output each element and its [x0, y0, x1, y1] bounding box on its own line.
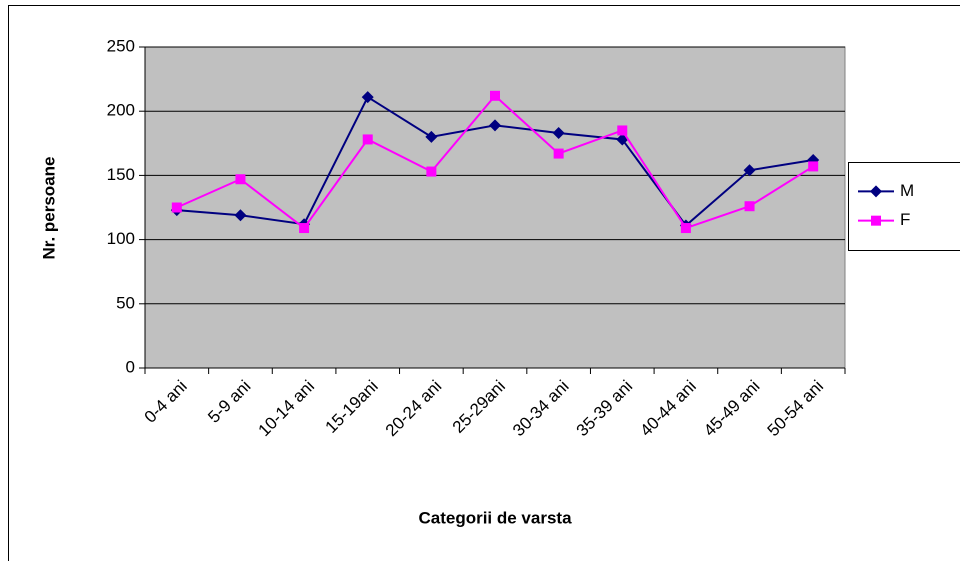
marker: [490, 90, 500, 101]
marker: [744, 201, 755, 212]
marker: [553, 148, 564, 159]
y-tick-label: 100: [107, 229, 135, 248]
x-axis-title: Categorii de varsta: [418, 508, 572, 527]
marker: [489, 119, 501, 132]
marker: [426, 166, 437, 177]
legend-label: F: [900, 210, 910, 229]
y-tick-label: 250: [107, 36, 135, 55]
marker: [871, 215, 881, 226]
marker: [235, 174, 246, 185]
y-tick-label: 150: [107, 165, 135, 184]
marker: [617, 125, 628, 136]
marker: [362, 134, 373, 145]
marker: [299, 223, 310, 234]
y-axis-title: Nr. persoane: [39, 157, 58, 260]
marker: [743, 164, 756, 177]
marker: [808, 161, 819, 172]
marker: [552, 127, 565, 140]
legend-label: M: [900, 181, 914, 200]
y-tick-label: 0: [126, 357, 135, 376]
y-tick-label: 200: [107, 101, 135, 120]
marker: [234, 209, 247, 222]
y-tick-label: 50: [116, 293, 135, 312]
marker: [361, 91, 374, 104]
marker: [870, 185, 882, 198]
legend-box: [848, 162, 960, 251]
marker: [425, 130, 438, 143]
marker: [171, 202, 182, 213]
marker: [680, 223, 691, 234]
